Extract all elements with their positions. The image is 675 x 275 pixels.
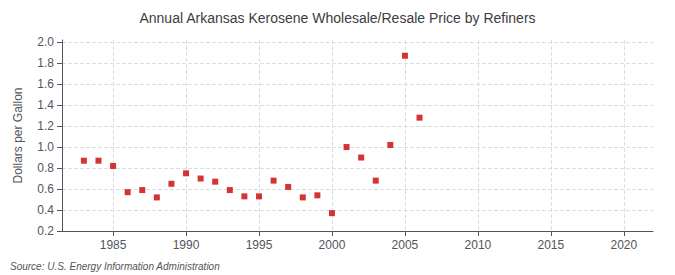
svg-text:2010: 2010 (465, 238, 492, 252)
svg-text:0.2: 0.2 (37, 224, 54, 238)
svg-text:0.4: 0.4 (37, 203, 54, 217)
svg-text:1.0: 1.0 (37, 140, 54, 154)
svg-text:1995: 1995 (246, 238, 273, 252)
svg-text:2005: 2005 (392, 238, 419, 252)
svg-text:0.6: 0.6 (37, 182, 54, 196)
svg-text:1.6: 1.6 (37, 77, 54, 91)
svg-text:2000: 2000 (319, 238, 346, 252)
svg-text:2020: 2020 (610, 238, 637, 252)
svg-text:Annual Arkansas Kerosene Whole: Annual Arkansas Kerosene Wholesale/Resal… (139, 10, 535, 26)
svg-text:2015: 2015 (538, 238, 565, 252)
svg-text:2.0: 2.0 (37, 35, 54, 49)
svg-text:Source: U.S. Energy Informatio: Source: U.S. Energy Information Administ… (10, 261, 220, 272)
svg-text:1.4: 1.4 (37, 98, 54, 112)
svg-text:1.2: 1.2 (37, 119, 54, 133)
svg-text:1.8: 1.8 (37, 56, 54, 70)
svg-text:Dollars per Gallon: Dollars per Gallon (11, 87, 25, 183)
svg-text:1985: 1985 (100, 238, 127, 252)
svg-text:1990: 1990 (173, 238, 200, 252)
svg-text:0.8: 0.8 (37, 161, 54, 175)
